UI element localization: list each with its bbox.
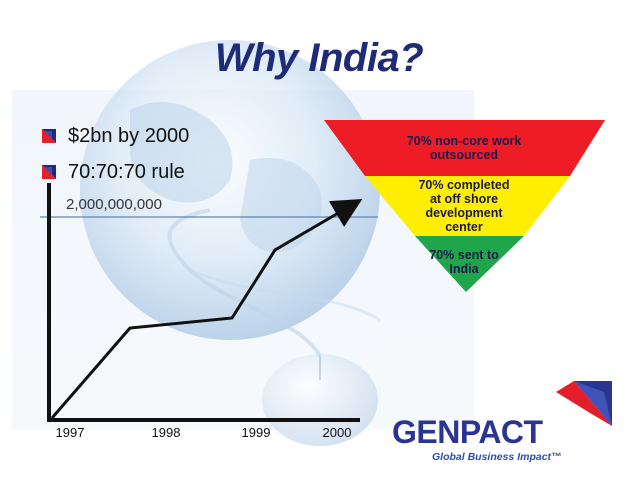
- x-tick-label: 1998: [151, 425, 181, 440]
- mouse-shape: [262, 354, 378, 446]
- genpact-tagline: Global Business Impact™: [432, 451, 562, 463]
- pyramid-text-line: India: [449, 262, 479, 276]
- pyramid-text-line: center: [445, 220, 483, 234]
- x-tick-label: 2000: [322, 425, 352, 440]
- pyramid-text-line: 70% completed: [418, 178, 510, 192]
- pyramid-tier-top: [324, 120, 605, 176]
- pyramid-text-line: at off shore: [429, 192, 499, 206]
- pyramid-tier-top-text: 70% non-core work outsourced: [390, 134, 538, 162]
- growth-line: [50, 198, 363, 419]
- bullet-arrow-icon: [42, 165, 56, 179]
- bullet-arrow-icon: [42, 129, 56, 143]
- pyramid-text-line: development: [425, 206, 503, 220]
- pyramid-tier-middle-text: 70% completed at off shore development c…: [400, 178, 528, 234]
- target-value-label: 2,000,000,000: [66, 196, 162, 213]
- pyramid-text-line: outsourced: [429, 148, 499, 162]
- bullet-list: $2bn by 2000 70:70:70 rule: [40, 118, 189, 190]
- slide-title: Why India?: [214, 36, 424, 80]
- bullet-text: $2bn by 2000: [68, 124, 190, 147]
- pyramid-tier-bottom: [415, 236, 524, 292]
- genpact-logo-text: GENPACT: [392, 414, 543, 450]
- pyramid-text-line: 70% non-core work: [406, 134, 522, 148]
- pyramid-tier-middle: [365, 176, 570, 236]
- x-tick-label: 1997: [55, 425, 85, 440]
- pyramid-text-line: 70% sent to: [429, 248, 499, 262]
- bullet-item: 70:70:70 rule: [40, 154, 189, 190]
- pyramid-tier-bottom-text: 70% sent to India: [412, 248, 516, 276]
- bullet-text: 70:70:70 rule: [68, 160, 185, 183]
- x-tick-label: 1999: [241, 425, 271, 440]
- bullet-item: $2bn by 2000: [40, 118, 189, 154]
